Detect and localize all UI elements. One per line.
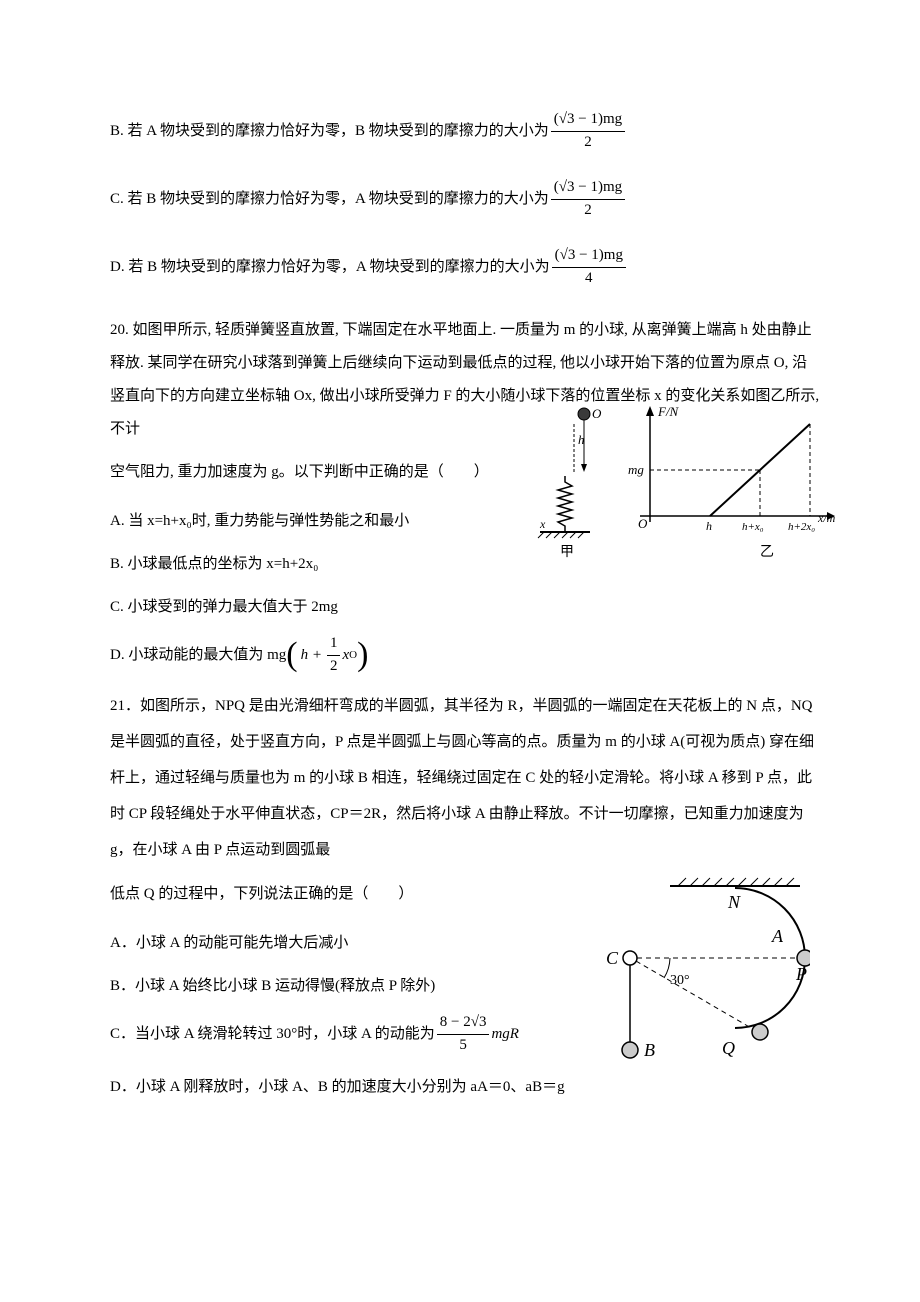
q19-d-prefix: D. <box>110 252 128 282</box>
q20-fig-O-label: O <box>592 406 602 421</box>
q21-figure: N A P C 30° Q B <box>600 874 810 1084</box>
q19-c-num: (√3 − 1)mg <box>551 178 625 200</box>
q20-fig-h2x0: h+2x₀ <box>788 521 815 533</box>
q20-fig-hx0: h+x₀ <box>742 521 764 533</box>
q20-d-sub: O <box>349 644 357 666</box>
q20-d-h: h + <box>301 640 322 670</box>
q21-fig-A: A <box>771 926 784 946</box>
q21-fig-angle: 30° <box>670 973 690 988</box>
q20-d-xo: x <box>342 640 349 670</box>
q20-fig-yaxis: F/N <box>657 404 680 419</box>
q21-block: 21．如图所示，NPQ 是由光滑细杆弯成的半圆弧，其半径为 R，半圆弧的一端固定… <box>110 688 820 1104</box>
q20-d-pre: D. 小球动能的最大值为 mg <box>110 640 286 670</box>
q20-fig-right-caption: 乙 <box>760 544 774 560</box>
q20-fig-xaxis: x/m <box>817 511 836 525</box>
q20-block: 20. 如图甲所示, 轻质弹簧竖直放置, 下端固定在水平地面上. 一质量为 m … <box>110 314 820 676</box>
q19-c-den: 2 <box>551 200 625 221</box>
lparen-big-icon: ( <box>286 638 297 672</box>
q19-option-b: B. 若 A 物块受到的摩擦力恰好为零，B 物块受到的摩擦力的大小为 (√3 −… <box>110 110 820 152</box>
q20-option-c: C. 小球受到的弹力最大值大于 2mg <box>110 591 820 624</box>
q20-fig-h: h <box>706 519 712 533</box>
q19-b-den: 2 <box>551 132 625 153</box>
q19-c-prefix: C. <box>110 184 128 214</box>
rparen-big-icon: ) <box>357 638 368 672</box>
q20-option-d: D. 小球动能的最大值为 mg ( h + 1 2 x O ) <box>110 634 820 676</box>
q21-fig-B: B <box>644 1040 655 1060</box>
q20-stem-2: 空气阻力, 重力加速度为 g。以下判断中正确的是（ ） <box>110 456 540 489</box>
q20-fig-mg: mg <box>628 462 644 477</box>
q20-figure: O h x 甲 F/N mg O <box>530 404 840 564</box>
q19-d-den: 4 <box>552 268 626 289</box>
q21-fig-C: C <box>606 948 619 968</box>
q19-option-d: D. 若 B 物块受到的摩擦力恰好为零，A 物块受到的摩擦力的大小为 (√3 −… <box>110 246 820 288</box>
q21-fig-P: P <box>795 964 807 984</box>
q19-d-text: 若 B 物块受到的摩擦力恰好为零，A 物块受到的摩擦力的大小为 <box>128 252 549 282</box>
q21-c-post: mgR <box>491 1019 519 1049</box>
q19-b-text: 若 A 物块受到的摩擦力恰好为零，B 物块受到的摩擦力的大小为 <box>128 116 549 146</box>
q20-fig-o: O <box>638 516 648 531</box>
q21-c-den: 5 <box>437 1035 490 1056</box>
q19-d-fraction: (√3 − 1)mg 4 <box>552 246 626 288</box>
q21-stem-1: 21．如图所示，NPQ 是由光滑细杆弯成的半圆弧，其半径为 R，半圆弧的一端固定… <box>110 688 820 868</box>
q19-b-prefix: B. <box>110 116 128 146</box>
q19-b-fraction: (√3 − 1)mg 2 <box>551 110 625 152</box>
q19-option-c: C. 若 B 物块受到的摩擦力恰好为零，A 物块受到的摩擦力的大小为 (√3 −… <box>110 178 820 220</box>
q21-c-num: 8 − 2√3 <box>437 1013 490 1035</box>
q19-b-num: (√3 − 1)mg <box>551 110 625 132</box>
q20-d-num: 1 <box>327 634 341 656</box>
q20-fig-right: F/N mg O h h+x₀ h+2x₀ x/m 乙 <box>628 404 836 560</box>
q20-fig-left-caption: 甲 <box>560 545 574 560</box>
q19-c-fraction: (√3 − 1)mg 2 <box>551 178 625 220</box>
q21-fig-N: N <box>727 892 741 912</box>
q20-d-den: 2 <box>327 656 341 677</box>
q19-c-text: 若 B 物块受到的摩擦力恰好为零，A 物块受到的摩擦力的大小为 <box>128 184 549 214</box>
q21-fig-Q: Q <box>722 1038 735 1058</box>
q19-d-num: (√3 − 1)mg <box>552 246 626 268</box>
q21-c-fraction: 8 − 2√3 5 <box>437 1013 490 1055</box>
q20-fig-h-label: h <box>578 432 585 447</box>
q20-fig-x-label: x <box>539 517 546 531</box>
q20-d-fraction: 1 2 <box>327 634 341 676</box>
q20-fig-left: O h x 甲 <box>538 406 602 560</box>
q21-c-pre: C．当小球 A 绕滑轮转过 30°时，小球 A 的动能为 <box>110 1019 435 1049</box>
